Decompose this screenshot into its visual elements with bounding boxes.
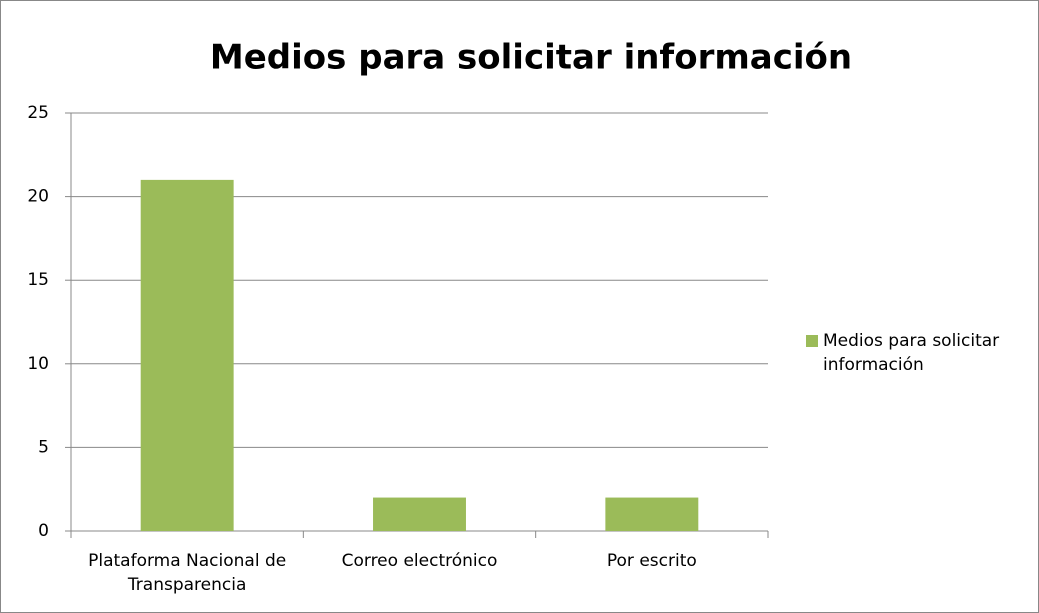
y-tick-label: 15 <box>27 270 49 290</box>
bar <box>140 179 234 531</box>
y-tick-label: 25 <box>27 103 49 123</box>
x-tick-label: Correo electrónico <box>341 551 498 571</box>
legend-swatch <box>806 335 818 347</box>
y-tick-label: 10 <box>27 354 49 374</box>
y-tick-label: 5 <box>38 437 49 457</box>
y-tick-label: 20 <box>27 187 49 207</box>
x-tick-label: Por escrito <box>606 551 697 571</box>
legend-label: Medios para solicitar información <box>823 331 1000 375</box>
y-tick-label: 0 <box>38 521 49 541</box>
bar <box>373 497 466 531</box>
chart-title: Medios para solicitar información <box>210 38 852 78</box>
x-tick-label: Plataforma Nacional de Transparencia <box>88 551 287 595</box>
bar <box>605 497 699 531</box>
